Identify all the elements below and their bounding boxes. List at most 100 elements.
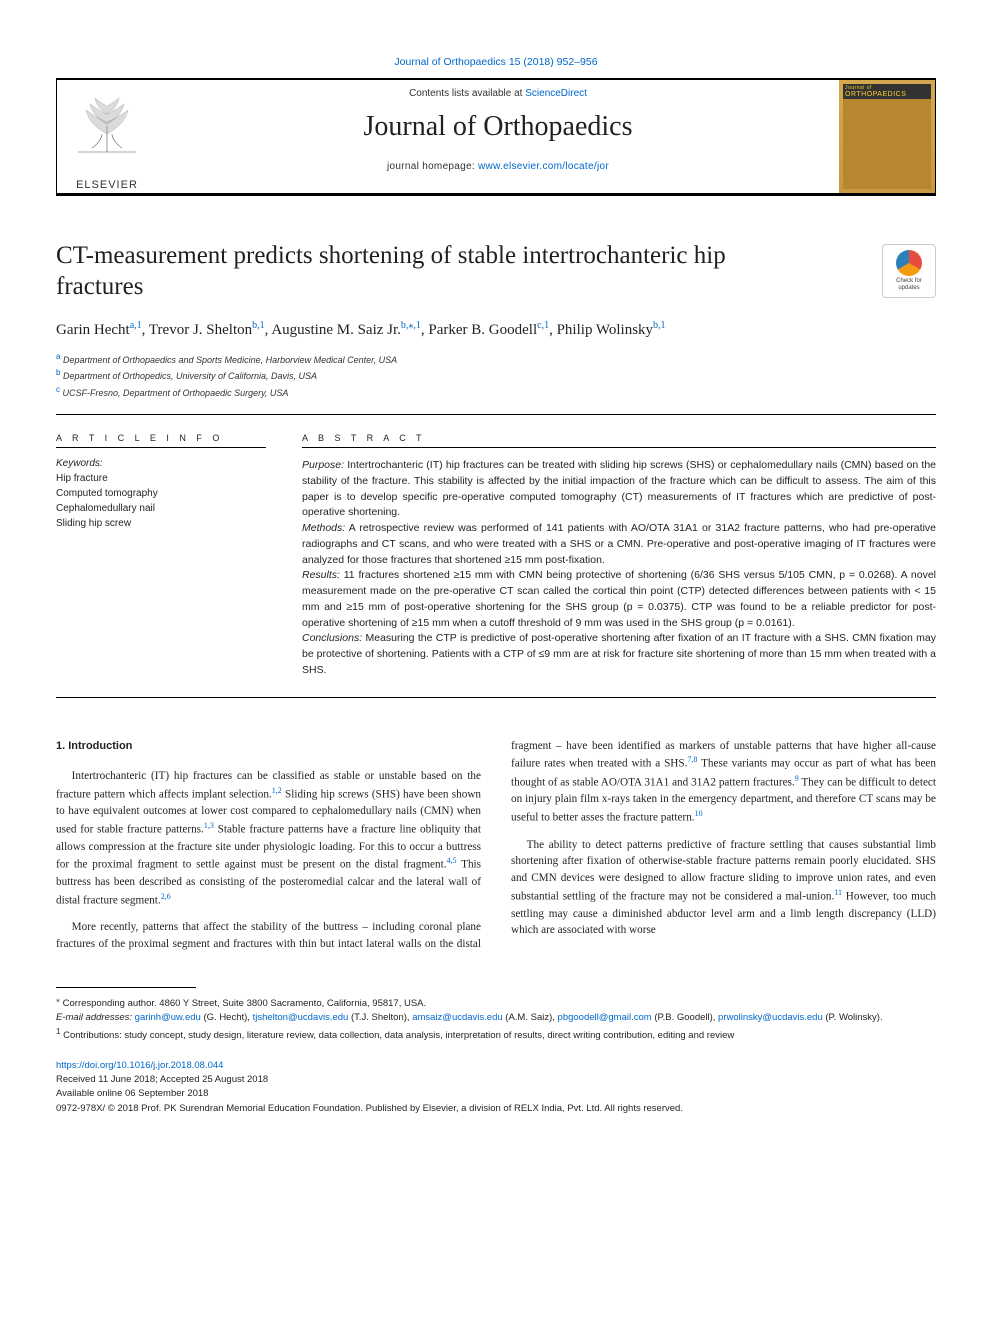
header-center: Contents lists available at ScienceDirec… xyxy=(157,80,839,193)
homepage-link[interactable]: www.elsevier.com/locate/jor xyxy=(478,161,609,172)
section-heading: 1. Introduction xyxy=(56,738,481,755)
crossmark-icon xyxy=(896,250,922,276)
footnotes: ⁎ Corresponding author. 4860 Y Street, S… xyxy=(56,994,936,1043)
publisher-name: ELSEVIER xyxy=(61,179,153,191)
citation-ref[interactable]: 2,6 xyxy=(161,892,171,901)
email-who: (G. Hecht), xyxy=(201,1012,253,1023)
available-online: Available online 06 September 2018 xyxy=(56,1087,936,1101)
abstract-body: Purpose: Intertrochanteric (IT) hip frac… xyxy=(302,458,936,679)
citation-ref[interactable]: 1,2 xyxy=(272,786,282,795)
received-dates: Received 11 June 2018; Accepted 25 Augus… xyxy=(56,1073,936,1087)
journal-cover-thumb: Journal of ORTHOPAEDICS xyxy=(839,80,935,193)
homepage-line: journal homepage: www.elsevier.com/locat… xyxy=(157,161,839,172)
abstract-conclusions-label: Conclusions: xyxy=(302,632,362,644)
publisher-logo-box: ELSEVIER xyxy=(57,80,157,193)
affiliation: c UCSF-Fresno, Department of Orthopaedic… xyxy=(56,384,936,401)
citation-ref[interactable]: 10 xyxy=(695,809,703,818)
email-who: (P. Wolinsky). xyxy=(823,1012,883,1023)
email-link[interactable]: tjshelton@ucdavis.edu xyxy=(253,1012,349,1023)
affil-text: Department of Orthopedics, University of… xyxy=(63,371,317,381)
contributions-note: 1 Contributions: study concept, study de… xyxy=(56,1026,936,1043)
affil-label: c xyxy=(56,385,60,394)
email-who: (T.J. Shelton), xyxy=(348,1012,412,1023)
article-title: CT-measurement predicts shortening of st… xyxy=(56,240,936,303)
contents-prefix: Contents lists available at xyxy=(409,88,525,99)
keywords-list: Hip fractureComputed tomographyCephalome… xyxy=(56,471,266,531)
divider xyxy=(56,697,936,698)
keyword: Hip fracture xyxy=(56,471,266,486)
affil-text: UCSF-Fresno, Department of Orthopaedic S… xyxy=(63,388,289,398)
cover-body-image xyxy=(843,99,931,189)
author-affil-marks: b,1 xyxy=(653,320,666,331)
author-affil-marks: a,1 xyxy=(130,320,142,331)
author-list: Garin Hechta,1, Trevor J. Sheltonb,1, Au… xyxy=(56,319,936,341)
journal-reference: Journal of Orthopaedics 15 (2018) 952–95… xyxy=(56,56,936,68)
author-affil-marks: b,1 xyxy=(252,320,265,331)
abstract-results-label: Results: xyxy=(302,569,340,581)
author-name: Augustine M. Saiz Jr. xyxy=(271,322,401,338)
corresponding-author-note: ⁎ Corresponding author. 4860 Y Street, S… xyxy=(56,994,936,1011)
contrib-text: Contributions: study concept, study desi… xyxy=(60,1030,734,1041)
journal-title: Journal of Orthopaedics xyxy=(157,111,839,143)
email-addresses-line: E-mail addresses: garinh@uw.edu (G. Hech… xyxy=(56,1011,936,1025)
abstract-methods-label: Methods: xyxy=(302,522,345,534)
copyright-line: 0972-978X/ © 2018 Prof. PK Surendran Mem… xyxy=(56,1102,936,1116)
contents-available-line: Contents lists available at ScienceDirec… xyxy=(157,88,839,99)
email-label: E-mail addresses: xyxy=(56,1012,135,1023)
abstract-methods: A retrospective review was performed of … xyxy=(302,522,936,566)
divider xyxy=(56,414,936,415)
keyword: Sliding hip screw xyxy=(56,516,266,531)
abstract-column: A B S T R A C T Purpose: Intertrochanter… xyxy=(302,433,936,679)
affil-label: b xyxy=(56,368,60,377)
divider xyxy=(302,447,936,448)
abstract-results: 11 fractures shortened ≥15 mm with CMN b… xyxy=(302,569,936,628)
abstract-purpose-label: Purpose: xyxy=(302,459,344,471)
abstract-conclusions: Measuring the CTP is predictive of post-… xyxy=(302,632,936,676)
keywords-heading: Keywords: xyxy=(56,458,266,469)
citation-ref[interactable]: 4,5 xyxy=(447,856,457,865)
citation-ref[interactable]: 1,3 xyxy=(204,821,214,830)
affil-label: a xyxy=(56,352,60,361)
citation-ref[interactable]: 7,8 xyxy=(687,755,697,764)
doi-block: https://doi.org/10.1016/j.jor.2018.08.04… xyxy=(56,1059,936,1116)
author-affil-marks: c,1 xyxy=(537,320,549,331)
affiliation: b Department of Orthopedics, University … xyxy=(56,367,936,384)
homepage-prefix: journal homepage: xyxy=(387,161,478,172)
email-link[interactable]: prwolinsky@ucdavis.edu xyxy=(718,1012,823,1023)
email-who: (A.M. Saiz), xyxy=(503,1012,558,1023)
doi-link[interactable]: https://doi.org/10.1016/j.jor.2018.08.04… xyxy=(56,1060,223,1071)
author-affil-marks: b,⁎,1 xyxy=(401,320,421,331)
keyword: Cephalomedullary nail xyxy=(56,501,266,516)
check-updates-text: Check forupdates xyxy=(896,278,922,291)
cover-banner-title: ORTHOPAEDICS xyxy=(845,91,906,98)
abstract-purpose: Intertrochanteric (IT) hip fractures can… xyxy=(302,459,936,518)
article-info-heading: A R T I C L E I N F O xyxy=(56,433,266,443)
divider xyxy=(56,447,266,448)
elsevier-tree-icon xyxy=(61,86,153,163)
affiliation-list: a Department of Orthopaedics and Sports … xyxy=(56,351,936,401)
body-paragraph: Intertrochanteric (IT) hip fractures can… xyxy=(56,768,481,909)
check-updates-badge[interactable]: Check forupdates xyxy=(882,244,936,298)
author-name: Garin Hecht xyxy=(56,322,130,338)
email-link[interactable]: garinh@uw.edu xyxy=(135,1012,201,1023)
email-link[interactable]: pbgoodell@gmail.com xyxy=(558,1012,652,1023)
sciencedirect-link[interactable]: ScienceDirect xyxy=(525,88,587,99)
affil-text: Department of Orthopaedics and Sports Me… xyxy=(63,355,397,365)
author-name: Parker B. Goodell xyxy=(428,322,537,338)
body-paragraph: The ability to detect patterns predictiv… xyxy=(511,837,936,940)
email-who: (P.B. Goodell), xyxy=(652,1012,718,1023)
abstract-heading: A B S T R A C T xyxy=(302,433,936,443)
author-name: Trevor J. Shelton xyxy=(149,322,252,338)
footnote-rule xyxy=(56,987,196,988)
affiliation: a Department of Orthopaedics and Sports … xyxy=(56,351,936,368)
cover-banner: Journal of ORTHOPAEDICS xyxy=(843,84,931,99)
article-info-column: A R T I C L E I N F O Keywords: Hip frac… xyxy=(56,433,266,679)
author-name: Philip Wolinsky xyxy=(557,322,653,338)
body-text-columns: 1. Introduction Intertrochanteric (IT) h… xyxy=(56,738,936,953)
citation-ref[interactable]: 9 xyxy=(795,774,799,783)
journal-header: ELSEVIER Contents lists available at Sci… xyxy=(56,78,936,196)
email-link[interactable]: amsaiz@ucdavis.edu xyxy=(412,1012,502,1023)
corr-text: Corresponding author. 4860 Y Street, Sui… xyxy=(60,998,426,1009)
citation-ref[interactable]: 11 xyxy=(834,888,842,897)
keyword: Computed tomography xyxy=(56,486,266,501)
